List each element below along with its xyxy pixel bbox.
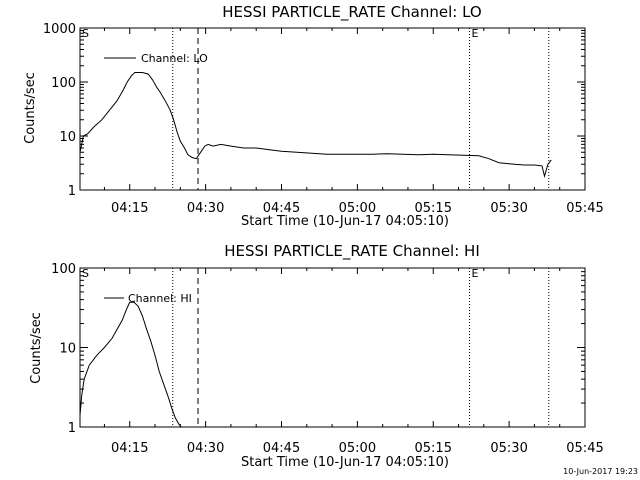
axis-ticks: 04:15 04:30 04:45 05:00 05:15 05:30 05:45 1000 1… [43,22,604,216]
x-tick-label: 05:15 [415,201,452,216]
x-tick-label: 05:30 [490,441,527,456]
x-tick-label: 05:45 [566,201,603,216]
y-tick-label: 100 [51,262,76,277]
x-tick-label: 04:15 [111,201,148,216]
x-tick-label: 05:15 [415,441,452,456]
x-axis-label: Start Time (10-Jun-17 04:05:10) [241,214,449,229]
footer-timestamp: 10-Jun-2017 19:23 [563,467,638,476]
y-axis-label: Counts/sec [29,312,44,384]
x-tick-label: 05:45 [566,441,603,456]
x-tick-label: 05:00 [339,441,376,456]
x-tick-label: 04:15 [111,441,148,456]
y-tick-label: 10 [59,342,76,357]
series-layer [80,301,182,427]
axis-ticks: 04:15 04:30 04:45 05:00 05:15 05:30 05:45 100 10… [51,262,604,456]
chart-title: HESSI PARTICLE_RATE Channel: HI [224,242,480,261]
x-axis-label: Start Time (10-Jun-17 04:05:10) [241,455,449,470]
y-tick-label: 10 [59,130,76,145]
marker-label: E [471,27,478,40]
legend: Channel: LO [104,52,208,65]
marker-label: S [82,27,89,40]
x-tick-label: 04:45 [263,441,300,456]
y-tick-label: 1000 [43,22,76,37]
marker-label: E [471,267,478,280]
x-tick-label: 05:00 [339,201,376,216]
series-line [80,72,552,179]
x-tick-label: 04:30 [187,441,224,456]
x-tick-label: 04:45 [263,201,300,216]
series-line [80,301,182,427]
chart-panel-hi: HESSI PARTICLE_RATE Channel: HI Counts/s… [29,242,604,470]
y-tick-label: 1 [68,184,76,199]
y-axis-label: Counts/sec [23,72,38,144]
y-tick-label: 100 [51,76,76,91]
chart-title: HESSI PARTICLE_RATE Channel: LO [222,3,481,22]
x-tick-label: 05:30 [490,201,527,216]
series-layer [80,72,552,179]
legend-entry: Channel: HI [128,292,192,305]
x-tick-label: 04:30 [187,201,224,216]
chart-panel-lo: HESSI PARTICLE_RATE Channel: LO Counts/s… [23,3,604,229]
marker-label: S [82,267,89,280]
y-tick-label: 1 [68,421,76,436]
legend-entry: Channel: LO [141,52,208,65]
legend: Channel: HI [104,292,192,305]
